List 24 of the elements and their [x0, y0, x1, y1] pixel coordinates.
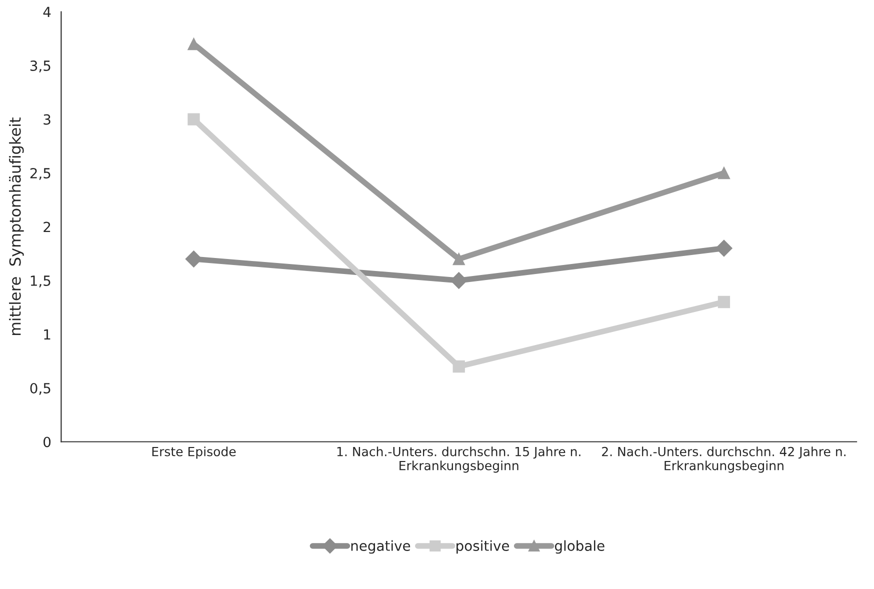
point: [718, 166, 730, 180]
x-tick-label: Erste Episode: [152, 446, 236, 459]
y-tick-label: 0: [44, 436, 51, 448]
point: [716, 240, 732, 257]
y-tick-label: 3: [44, 114, 50, 125]
y-axis-title: mittlere Symptomhäufigkeit: [9, 117, 24, 336]
y-tick-label: 1,5: [30, 276, 50, 288]
point: [452, 360, 465, 373]
point: [188, 113, 200, 126]
point: [452, 252, 465, 266]
legend-label: positive: [456, 540, 510, 554]
legend-label: negative: [351, 540, 410, 554]
point: [450, 272, 468, 289]
y-tick-label: 2: [44, 222, 50, 232]
legend-label: globale: [554, 540, 604, 554]
y-tick-label: 1: [44, 329, 50, 340]
y-tick-label: 4: [43, 6, 51, 18]
y-tick-label: 3,5: [30, 60, 50, 72]
point: [185, 250, 202, 268]
point: [718, 296, 730, 308]
y-tick-label: 2,5: [30, 168, 50, 180]
x-tick-label: 2. Nach.-Unters. durchschn. 42 Jahre n. Erkrankungsbeginn: [602, 446, 846, 473]
x-tick-label: 1. Nach.-Unters. durchschn. 15 Jahre n. Erkrankungsbeginn: [337, 446, 580, 473]
y-tick-label: 0,5: [30, 382, 50, 395]
